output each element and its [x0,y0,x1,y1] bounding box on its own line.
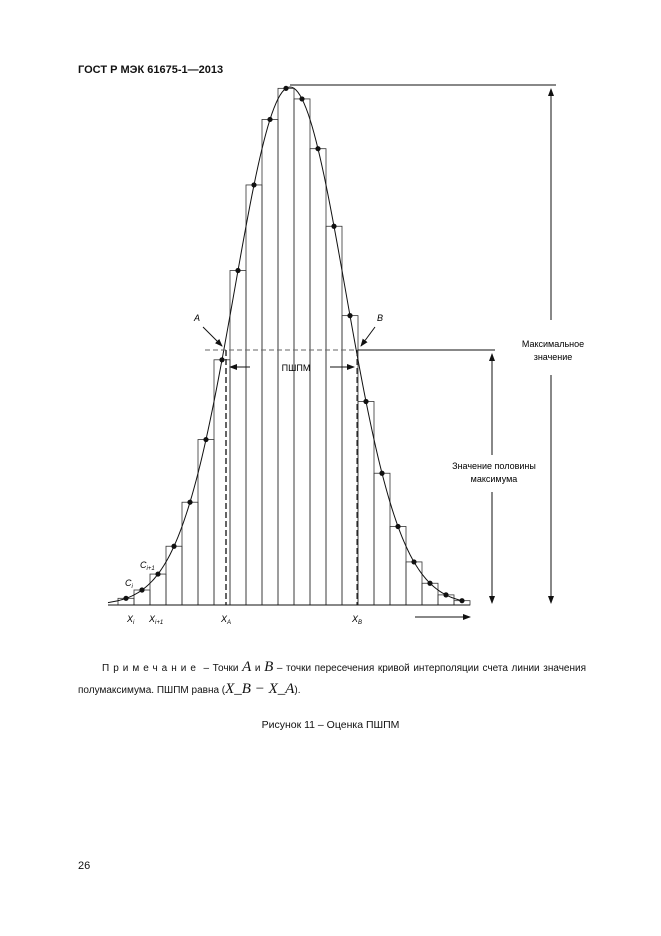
histogram-bar [261,119,279,606]
document-header: ГОСТ Р МЭК 61675-1—2013 [78,64,224,76]
histogram-bar [421,582,439,606]
figure-note: Примечание – Точки A и B – точки пересеч… [78,659,586,697]
histogram-bar [405,561,423,606]
count-point [123,595,129,601]
fwhm-label: ПШПМ [282,363,311,373]
count-point [331,223,337,229]
count-point [219,357,225,363]
count-point [171,543,177,549]
histogram-bars [117,87,471,606]
histogram-bar [229,270,247,606]
count-point [283,85,289,91]
half-label-1: Значение половины [452,461,536,471]
count-point [347,313,353,319]
max-label-2: значение [534,352,573,362]
histogram-bar [341,315,359,606]
count-point [443,592,449,598]
count-point [395,523,401,530]
fwhm-diagram: ПШПМ Максимальное значение Значение поло… [107,84,584,626]
count-point [411,559,417,565]
svg-text:Ci: Ci [125,578,134,590]
histogram-bar [245,184,263,606]
half-label-2: максимума [471,474,518,484]
histogram-bar [181,501,199,606]
count-point [315,146,321,152]
count-point [299,96,305,102]
histogram-bar [389,526,407,606]
xi-label: X [126,614,134,624]
xa-label: X [220,614,228,624]
svg-text:XA: XA [220,614,231,626]
count-point [459,598,465,604]
page-number: 26 [78,860,91,872]
svg-text:XB: XB [351,614,362,626]
svg-text:Xi: Xi [126,614,135,626]
histogram-bar [293,98,311,606]
max-label-1: Максимальное [522,339,584,349]
count-point [251,182,257,188]
count-point [427,580,433,586]
count-point [363,398,369,405]
histogram-bar [213,359,231,606]
histogram-bar [277,87,295,606]
svg-text:Ci+1: Ci+1 [140,560,155,572]
count-point [267,116,273,123]
xb-label: X [351,614,359,624]
count-points [123,85,465,604]
histogram-bar [149,573,167,606]
ci-label: C [125,578,132,588]
histogram-bar [309,148,327,606]
point-b-arrow [360,326,376,347]
count-point [235,267,241,274]
xi1-label: X [148,614,156,624]
count-point [155,571,161,577]
count-point [379,470,385,476]
count-point [187,499,193,505]
fwhm-expression: X_B − X_A [225,681,295,697]
count-point [139,587,145,593]
ci1-label: C [140,560,147,570]
count-point [203,436,209,443]
histogram-bar [325,225,343,606]
point-b-label: B [377,313,383,323]
point-a-label: A [193,313,200,323]
histogram-bar [357,401,375,606]
figure-caption: Рисунок 11 – Оценка ПШПМ [261,719,400,731]
svg-text:Xi+1: Xi+1 [148,614,163,626]
interpolation-curve [107,86,463,604]
point-a-arrow [202,326,223,347]
histogram-bar [165,545,183,606]
